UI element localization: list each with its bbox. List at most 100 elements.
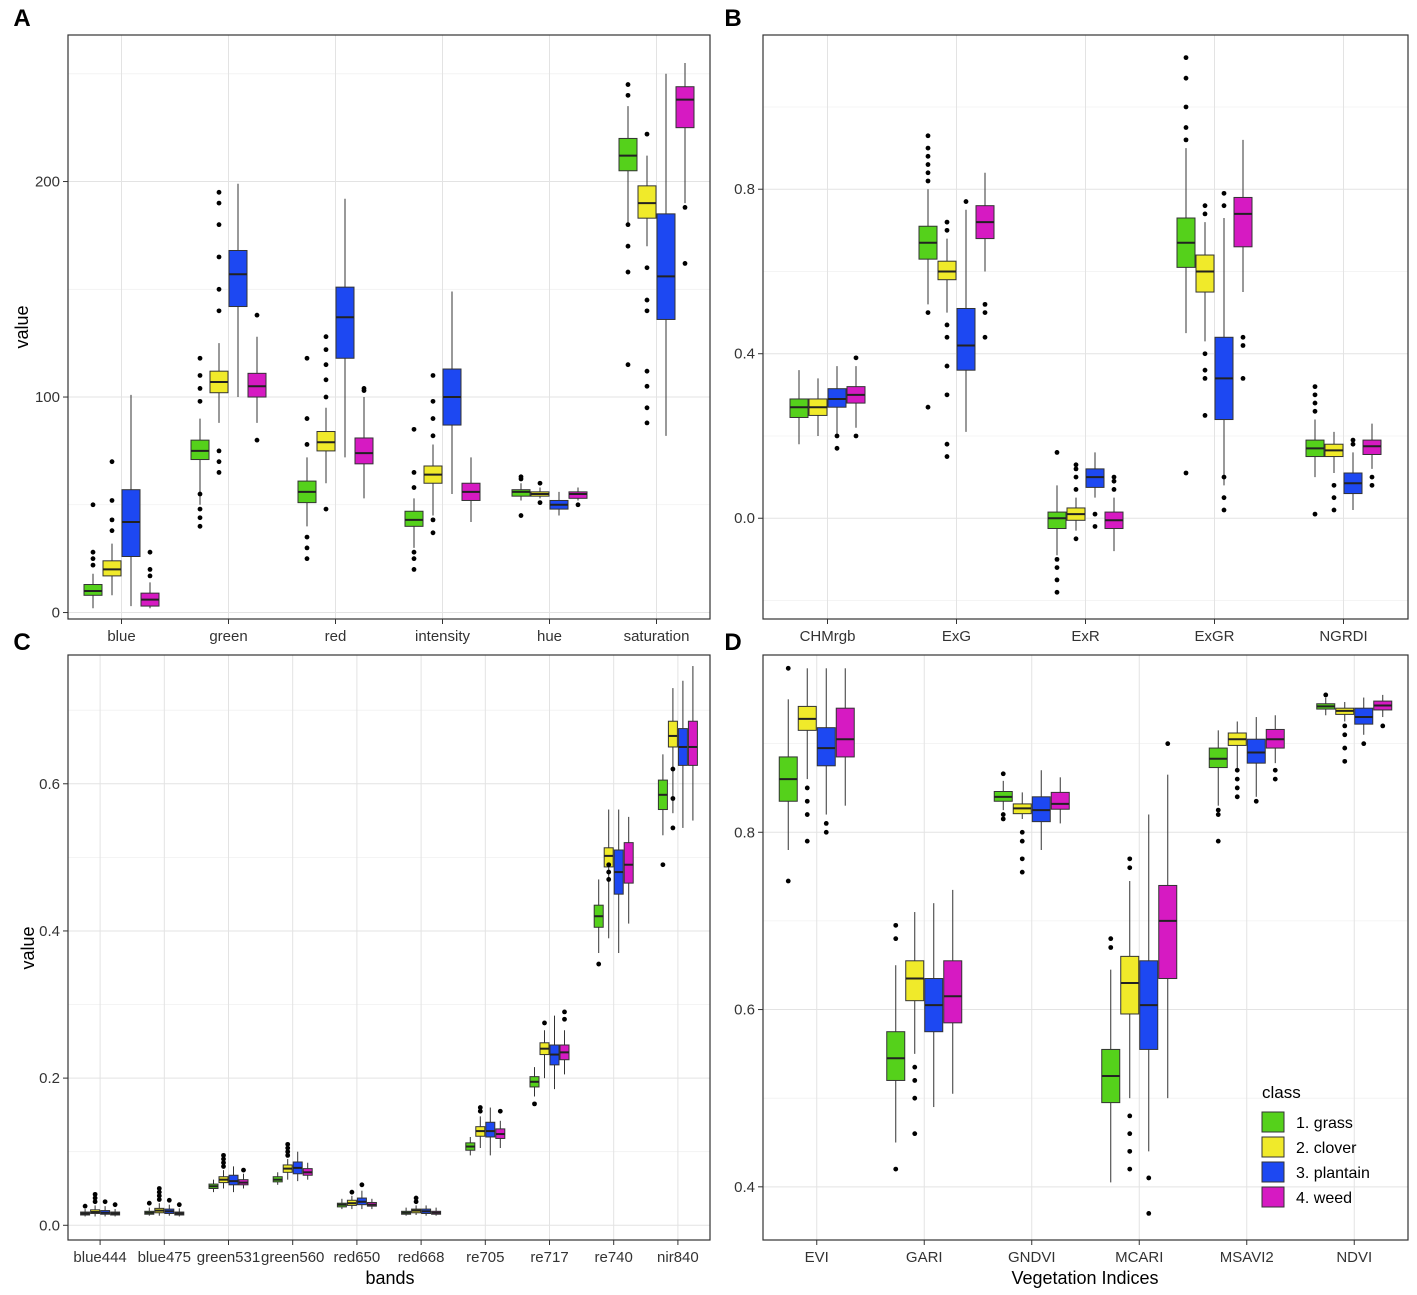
- panel-a-intensity-grass-outlier: [411, 549, 417, 555]
- panel-b-exgr-grass-outlier: [1183, 75, 1189, 81]
- panel-d-x-tick-label-mcari: MCARI: [1115, 1249, 1163, 1266]
- panel-b-exr-weed-outlier: [1111, 478, 1117, 484]
- panel-c-y-tick-label: 0.4: [39, 923, 60, 940]
- panel-a-intensity-grass-box: [404, 510, 424, 527]
- panel-c-background: [68, 655, 710, 1240]
- panel-b-ngrdi-clover-outlier: [1331, 495, 1337, 501]
- panel-a-green-weed-outlier: [254, 312, 260, 318]
- panel-a-y-axis-title: value: [12, 305, 32, 348]
- panel-c-blue444-clover-outlier: [92, 1195, 98, 1201]
- panel-b-exr-weed-outlier: [1111, 487, 1117, 492]
- panel-c-blue475-clover-outlier: [156, 1197, 162, 1202]
- panel-d-mcari-clover-outlier: [1127, 856, 1133, 862]
- panel-b-exgr-clover-outlier: [1202, 367, 1208, 373]
- panel-d-evi-grass-outlier: [785, 665, 791, 671]
- panel-a-green-grass-outlier: [197, 373, 203, 378]
- panel-c-nir840-weed-box: [687, 720, 698, 766]
- panel-c-re740-grass-outlier: [596, 961, 602, 967]
- panel-b-exgr-plantain-outlier: [1221, 203, 1227, 209]
- panel-d-background: [763, 655, 1408, 1240]
- panel-b-exg-weed-outlier: [982, 334, 988, 340]
- panel-a-y-tick-label: 0: [52, 605, 60, 622]
- panel-a-red-clover-outlier: [323, 347, 329, 353]
- panel-c-x-tick-label-green531: green531: [197, 1249, 260, 1266]
- panel-b-exgr-weed-box: [1233, 196, 1253, 248]
- panel-d-gndvi-grass-outlier: [1000, 812, 1006, 817]
- panel-d-gari-weed-box: [943, 960, 963, 1024]
- panel-a-red-grass-outlier: [304, 545, 310, 551]
- panel-a-green-clover-outlier: [216, 459, 222, 465]
- panel-b-exr-grass-outlier: [1054, 565, 1060, 570]
- panel-d-ndvi-grass-outlier: [1323, 692, 1329, 698]
- panel-a-saturation-weed-box: [675, 86, 695, 129]
- panel-a-intensity-grass-outlier: [411, 426, 417, 432]
- panel-b-ngrdi-weed-box: [1362, 439, 1382, 455]
- panel-a-green-clover-outlier: [216, 286, 222, 292]
- panel-b-chmrgb-grass-box: [789, 398, 809, 418]
- panel-b-exg-plantain-outlier: [963, 199, 969, 204]
- panel-d-gari-clover-outlier: [912, 1064, 918, 1070]
- panel-d-ndvi-clover-outlier: [1342, 758, 1348, 764]
- panel-b-exgr-weed-outlier: [1240, 376, 1246, 381]
- panel-c-x-tick-label-red668: red668: [398, 1249, 445, 1266]
- panel-b-exgr-clover-outlier: [1202, 351, 1208, 357]
- panel-b-chmrgb-plantain-outlier: [834, 445, 840, 451]
- panel-c-blue475-clover-outlier: [156, 1186, 162, 1191]
- panel-b-ngrdi-grass-outlier: [1312, 511, 1318, 517]
- panel-d-ndvi-plantain-outlier: [1361, 741, 1367, 747]
- panel-b-exr-plantain-box: [1085, 468, 1105, 488]
- panel-a-border: [67, 34, 711, 620]
- panel-b-exgr-plantain-outlier: [1221, 474, 1227, 480]
- panel-b-exg-grass-outlier: [925, 145, 931, 151]
- panel-a-intensity-clover-outlier: [430, 517, 436, 523]
- panel-a-green-grass-outlier: [197, 355, 203, 361]
- panel-a-green-grass-outlier: [197, 386, 203, 391]
- panel-c-red650-clover-outlier: [349, 1189, 355, 1195]
- panel-a-blue-grass-outlier: [90, 502, 96, 508]
- panel-a-red-clover-box: [316, 431, 336, 452]
- panel-c-green531-plantain-box: [228, 1174, 239, 1186]
- panel-b-x-tick-label-exg: ExG: [942, 628, 971, 645]
- panel-a-green-grass-box: [190, 439, 210, 461]
- panel-a-intensity-clover-outlier: [430, 416, 436, 421]
- panel-d-evi-clover-outlier: [804, 798, 810, 804]
- panel-a-blue-clover-outlier: [109, 459, 115, 465]
- panel-b-exgr-clover-outlier: [1202, 211, 1208, 217]
- panel-a-saturation-clover-outlier: [644, 383, 650, 389]
- panel-d-gari-clover-outlier: [912, 1131, 918, 1137]
- panel-d-msavi2-grass-outlier: [1215, 812, 1221, 817]
- panel-a-x-tick-label-green: green: [209, 628, 247, 645]
- panel-c-blue444-weed-outlier: [112, 1202, 118, 1208]
- panel-c-x-tick-label-re705: re705: [466, 1249, 504, 1266]
- panel-b-exg-grass-outlier: [925, 153, 931, 159]
- panel-c-green560-clover-outlier: [285, 1141, 291, 1147]
- panel-b-exgr-clover-box: [1195, 254, 1215, 293]
- panel-a-green-weed-box: [247, 372, 267, 398]
- panel-d-gari-grass-outlier: [893, 936, 899, 942]
- panel-a-saturation-weed-outlier: [682, 204, 688, 210]
- panel-a-red-grass-outlier: [304, 556, 310, 562]
- panel-c-re705-clover-outlier: [477, 1105, 483, 1110]
- panel-b-ngrdi-grass-outlier: [1312, 392, 1318, 398]
- panel-c-re717-weed-outlier: [562, 1009, 567, 1015]
- panel-d-msavi2-plantain-box: [1246, 738, 1266, 764]
- panel-a-x-tick-label-intensity: intensity: [415, 628, 471, 645]
- panel-a-blue-plantain-box: [121, 489, 141, 558]
- panel-b-ngrdi-grass-outlier: [1312, 408, 1318, 414]
- panel-a-blue-clover-outlier: [109, 517, 115, 523]
- panel-a-saturation-clover-outlier: [644, 368, 650, 374]
- panel-d-letter: D: [724, 629, 741, 656]
- legend-key-grass: [1261, 1111, 1285, 1133]
- panel-a-red-clover-outlier: [323, 334, 329, 340]
- panel-c-re705-clover-outlier: [477, 1108, 483, 1114]
- panel-b-exr-clover-outlier: [1073, 487, 1079, 492]
- panel-b-x-tick-label-exgr: ExGR: [1194, 628, 1234, 645]
- panel-a-blue-grass-outlier: [90, 556, 96, 562]
- panel-a-blue-grass-outlier: [90, 549, 96, 555]
- panel-b-exgr-weed-outlier: [1240, 334, 1246, 340]
- panel-a-intensity-clover-outlier: [430, 373, 436, 378]
- panel-a-blue-clover-outlier: [109, 498, 115, 503]
- panel-d-gari-clover-outlier: [912, 1078, 918, 1083]
- panel-a-green-grass-outlier: [197, 506, 203, 512]
- panel-c-green560-clover-outlier: [285, 1149, 291, 1155]
